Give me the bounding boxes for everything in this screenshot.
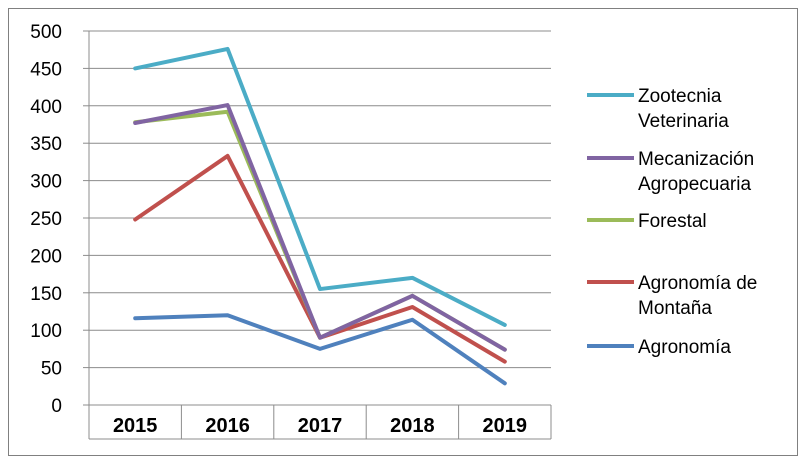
series-line	[133, 313, 507, 386]
y-tick-label: 450	[30, 59, 62, 80]
legend-label: Zootecnia	[638, 86, 722, 107]
series-line	[133, 103, 507, 352]
legend-label: Mecanización	[638, 149, 754, 170]
legend-label: Veterinaria	[638, 111, 729, 132]
y-tick-label: 400	[30, 97, 62, 118]
y-tick-label: 0	[51, 396, 62, 417]
x-tick-label: 2019	[483, 415, 528, 437]
chart-frame	[8, 8, 798, 456]
x-tick-label: 2018	[390, 415, 435, 437]
gridlines	[89, 30, 551, 369]
series-line	[133, 109, 507, 352]
y-tick-label: 500	[30, 22, 62, 43]
legend-label: Agropecuaria	[638, 174, 751, 195]
x-tick-label: 2017	[298, 415, 343, 437]
legend-label: Agronomía de	[638, 273, 757, 294]
legend-label: Montaña	[638, 298, 712, 319]
series-lines	[133, 46, 507, 386]
y-tick-label: 100	[30, 321, 62, 342]
y-tick-label: 200	[30, 246, 62, 267]
x-axis: 2015 2016 2017 2018 2019	[88, 404, 552, 440]
legend-label: Agronomía	[638, 337, 731, 358]
y-tick-label: 250	[30, 209, 62, 230]
legend: Zootecnia Veterinaria Mecanización Agropecu…	[587, 86, 757, 358]
series-line	[133, 46, 507, 327]
x-tick-label: 2016	[205, 415, 250, 437]
legend-label: Forestal	[638, 211, 707, 232]
x-tick-label: 2015	[113, 415, 158, 437]
y-tick-label: 150	[30, 284, 62, 305]
y-tick-label: 300	[30, 172, 62, 193]
y-tick-label: 350	[30, 134, 62, 155]
y-axis: 0 50 100 150 200 250 300 350 400 450 500	[30, 22, 90, 417]
series-line	[133, 153, 507, 364]
y-tick-label: 50	[41, 359, 62, 380]
